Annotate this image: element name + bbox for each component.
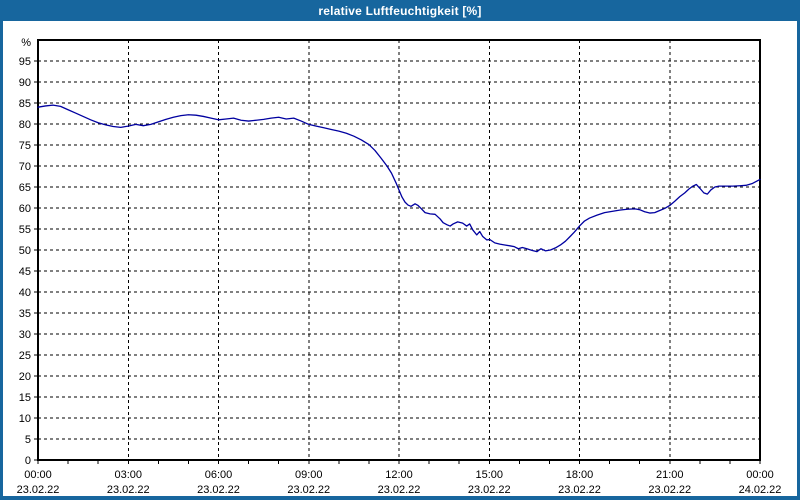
x-tick-date: 23.02.22 [648, 484, 691, 496]
x-tick-time: 00:00 [746, 469, 774, 481]
x-tick-date: 23.02.22 [197, 484, 240, 496]
svg-text:5: 5 [25, 434, 31, 446]
svg-text:75: 75 [19, 140, 31, 152]
svg-text:70: 70 [19, 161, 31, 173]
x-tick-date: 23.02.22 [17, 484, 60, 496]
svg-text:55: 55 [19, 224, 31, 236]
svg-text:80: 80 [19, 119, 31, 131]
svg-text:40: 40 [19, 287, 31, 299]
x-tick-date: 23.02.22 [558, 484, 601, 496]
x-tick-time: 06:00 [205, 469, 233, 481]
svg-text:90: 90 [19, 77, 31, 89]
svg-text:20: 20 [19, 371, 31, 383]
x-tick-time: 00:00 [24, 469, 52, 481]
y-axis-unit-label: % [21, 37, 31, 49]
series-line-relative-Luftfeuchtigkeit [37, 104, 761, 253]
chart-area: 0 5 10 15 20 25 30 35 40 45 50 55 60 65 70 75 80 85 90 95% 0… [3, 21, 797, 496]
svg-text:30: 30 [19, 329, 31, 341]
svg-text:0: 0 [25, 455, 31, 467]
x-tick-time: 18:00 [566, 469, 594, 481]
svg-text:10: 10 [19, 413, 31, 425]
x-axis-labels: 00:00 23.02.22 03:00 23.02.22 06:00 23.02.22 0… [17, 469, 782, 496]
svg-text:65: 65 [19, 182, 31, 194]
x-tick-time: 09:00 [295, 469, 323, 481]
svg-text:35: 35 [19, 308, 31, 320]
gridlines [38, 40, 760, 460]
y-axis-labels: 0 5 10 15 20 25 30 35 40 45 50 55 60 65 70 75 80 85 90 95% [19, 37, 31, 467]
svg-text:60: 60 [19, 203, 31, 215]
x-tick-date: 23.02.22 [107, 484, 150, 496]
x-tick-date: 23.02.22 [378, 484, 421, 496]
x-tick-time: 15:00 [475, 469, 503, 481]
x-tick-date: 23.02.22 [468, 484, 511, 496]
svg-text:45: 45 [19, 266, 31, 278]
x-tick-date: 23.02.22 [287, 484, 330, 496]
x-tick-date: 24.02.22 [739, 484, 782, 496]
axis-ticks [34, 60, 761, 464]
x-tick-time: 21:00 [656, 469, 684, 481]
svg-text:25: 25 [19, 350, 31, 362]
humidity-line-chart: 05101520253035404550556065707580859095%0… [17, 37, 782, 496]
x-tick-time: 12:00 [385, 469, 413, 481]
svg-text:50: 50 [19, 245, 31, 257]
x-tick-time: 03:00 [114, 469, 142, 481]
svg-text:95: 95 [19, 56, 31, 68]
svg-text:15: 15 [19, 392, 31, 404]
svg-text:85: 85 [19, 98, 31, 110]
window-title: relative Luftfeuchtigkeit [%] [318, 3, 482, 18]
window-titlebar[interactable]: relative Luftfeuchtigkeit [%] [0, 0, 800, 21]
